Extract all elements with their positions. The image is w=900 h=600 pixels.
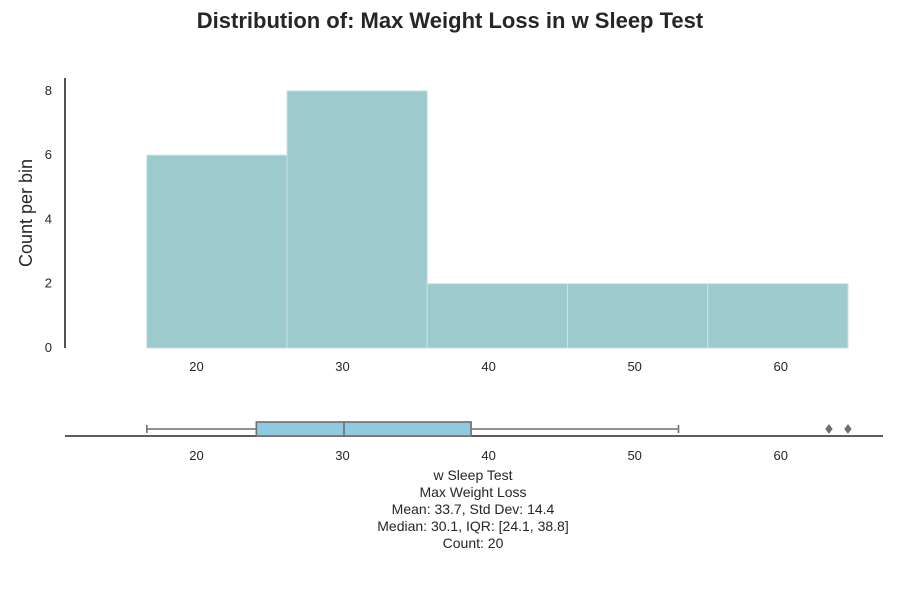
histogram-bar-2 [286, 90, 428, 349]
histogram-x-tick-label-20: 20 [189, 359, 203, 374]
boxplot-plot: 20 30 40 50 60 [65, 421, 883, 463]
summary-count: Count: 20 [442, 535, 504, 551]
boxplot-x-tick-label-30: 30 [335, 448, 349, 463]
histogram-bar-3 [426, 283, 568, 349]
summary-mean-std: Mean: 33.7, Std Dev: 14.4 [391, 501, 555, 517]
y-axis-label: Count per bin [16, 159, 36, 267]
boxplot-box [255, 421, 472, 437]
boxplot-x-tick-label-50: 50 [627, 448, 641, 463]
y-tick-label-6: 6 [45, 147, 52, 162]
histogram-bar-1 [146, 154, 288, 349]
summary-variable-name: Max Weight Loss [419, 484, 527, 500]
summary-stats: w Sleep Test Max Weight Loss Mean: 33.7,… [0, 467, 900, 552]
boxplot-x-tick-label-40: 40 [481, 448, 495, 463]
y-tick-label-4: 4 [45, 211, 52, 226]
histogram-x-tick-label-60: 60 [774, 359, 788, 374]
histogram-bar-4 [566, 283, 709, 349]
histogram-bar-5 [707, 283, 849, 349]
histogram-plot: 0 2 4 6 8 20 30 40 50 60 Count per bin [16, 78, 849, 374]
histogram-x-tick-label-50: 50 [627, 359, 641, 374]
boxplot-x-tick-label-20: 20 [189, 448, 203, 463]
y-tick-label-2: 2 [45, 276, 52, 291]
chart-title: Distribution of: Max Weight Loss in w Sl… [196, 8, 704, 33]
boxplot-x-tick-label-60: 60 [774, 448, 788, 463]
histogram-x-tick-label-30: 30 [335, 359, 349, 374]
boxplot-outlier-1 [825, 424, 833, 434]
histogram-x-tick-label-40: 40 [481, 359, 495, 374]
y-tick-label-0: 0 [45, 340, 52, 355]
boxplot-outlier-2 [844, 424, 852, 434]
summary-median-iqr: Median: 30.1, IQR: [24.1, 38.8] [377, 518, 569, 534]
summary-test-name: w Sleep Test [433, 467, 513, 483]
y-tick-label-8: 8 [45, 83, 52, 98]
